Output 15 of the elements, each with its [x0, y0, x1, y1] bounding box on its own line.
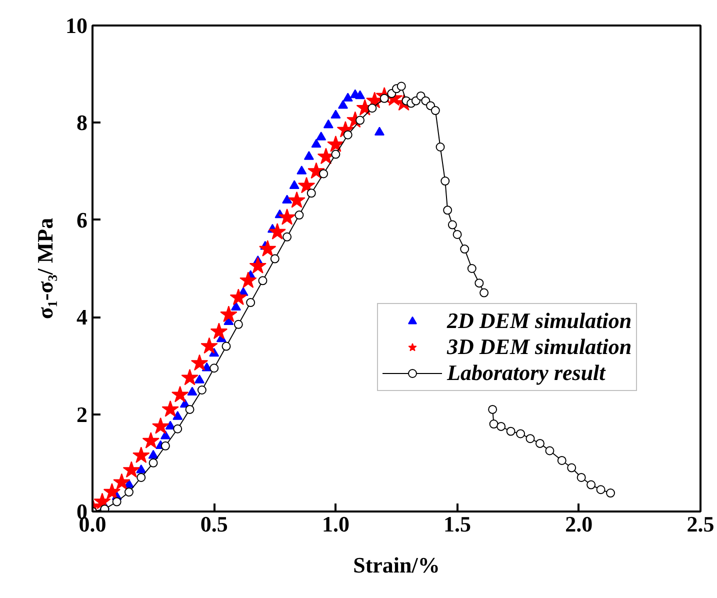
x-tick-label: 0.5 [200, 512, 228, 536]
x-tick-label: 1.5 [444, 512, 472, 536]
y-tick-label: 8 [76, 110, 88, 136]
y-tick-label: 10 [66, 13, 88, 38]
y-tick-label: 4 [76, 304, 88, 330]
legend-label: Laboratory result [447, 360, 606, 386]
x-axis-title: Strain/% [353, 552, 440, 578]
legend-label: 3D DEM simulation [447, 334, 632, 360]
y-tick-label: 2 [76, 402, 88, 427]
x-tick-label: 1.0 [322, 512, 350, 536]
y-axis-title: σ₁-σ₃/ MPa [32, 218, 58, 320]
x-tick-label: 2.0 [565, 512, 593, 536]
legend-label: 2D DEM simulation [447, 308, 632, 334]
x-tick-label: 2.5 [686, 512, 714, 536]
y-tick-label: 6 [76, 207, 88, 232]
